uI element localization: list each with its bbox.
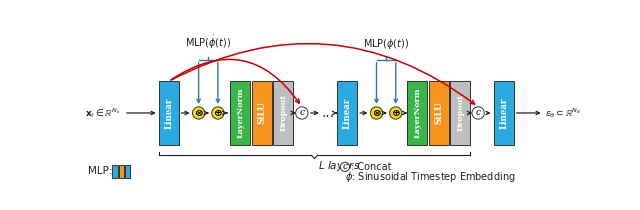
FancyBboxPatch shape (118, 165, 124, 178)
FancyBboxPatch shape (407, 81, 428, 144)
Text: ⊗: ⊗ (195, 108, 203, 118)
Text: MLP$(\phi(t))$: MLP$(\phi(t))$ (363, 37, 410, 51)
Circle shape (296, 107, 308, 119)
Text: LayerNorm: LayerNorm (413, 88, 421, 138)
Text: SiLU: SiLU (257, 102, 266, 124)
Text: MLP:: MLP: (88, 167, 112, 176)
FancyBboxPatch shape (113, 165, 118, 178)
Text: c: c (476, 109, 481, 117)
FancyBboxPatch shape (451, 81, 470, 144)
Text: c: c (300, 109, 305, 117)
FancyBboxPatch shape (230, 81, 250, 144)
FancyBboxPatch shape (493, 81, 513, 144)
Text: SiLU: SiLU (435, 102, 444, 124)
Circle shape (371, 107, 383, 119)
Text: ...: ... (321, 106, 335, 120)
Text: LayerNorm: LayerNorm (236, 88, 244, 138)
Circle shape (193, 107, 205, 119)
Text: Dropout: Dropout (456, 94, 465, 131)
FancyBboxPatch shape (252, 81, 272, 144)
Text: ⊕: ⊕ (392, 108, 400, 118)
FancyBboxPatch shape (429, 81, 449, 144)
Text: $\phi$: Sinusoidal Timestep Embedding: $\phi$: Sinusoidal Timestep Embedding (345, 170, 515, 184)
FancyBboxPatch shape (159, 81, 179, 144)
FancyArrowPatch shape (171, 44, 475, 104)
Circle shape (212, 107, 224, 119)
Text: Linear: Linear (499, 97, 508, 129)
Circle shape (340, 162, 349, 172)
Text: : Concat: : Concat (351, 162, 392, 172)
Text: Linear: Linear (164, 97, 173, 129)
Circle shape (390, 107, 402, 119)
Text: Dropout: Dropout (279, 94, 287, 131)
Text: $\mathbf{x}_t \in \mathbb{R}^{N_k}$: $\mathbf{x}_t \in \mathbb{R}^{N_k}$ (86, 106, 122, 120)
FancyArrowPatch shape (171, 59, 300, 103)
Text: MLP$(\dot{\phi}(t))$: MLP$(\dot{\phi}(t))$ (185, 33, 232, 51)
Circle shape (472, 107, 484, 119)
FancyBboxPatch shape (273, 81, 293, 144)
Text: $L$ layers: $L$ layers (318, 159, 360, 173)
Text: $\epsilon_\theta \subset \mathbb{R}^{N_B}$: $\epsilon_\theta \subset \mathbb{R}^{N_B… (545, 106, 581, 120)
FancyBboxPatch shape (125, 165, 130, 178)
Text: ⊕: ⊕ (214, 108, 222, 118)
Text: ⊗: ⊗ (372, 108, 381, 118)
FancyBboxPatch shape (337, 81, 357, 144)
Text: Linear: Linear (343, 97, 352, 129)
Text: c: c (342, 162, 348, 171)
